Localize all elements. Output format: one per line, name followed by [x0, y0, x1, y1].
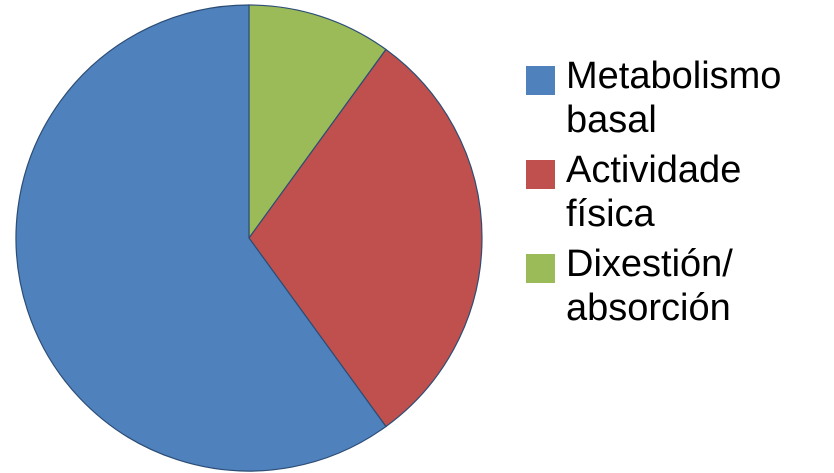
legend-swatch-metabolismo-basal	[526, 66, 555, 95]
legend-label-line1: Dixestión/	[566, 243, 733, 285]
legend-item-metabolismo-basal: Metabolismo basal	[522, 54, 822, 142]
legend-swatch-actividade-fisica	[526, 160, 555, 189]
legend-swatch-dixestion-absorcion	[526, 254, 555, 283]
pie-slice-0	[15, 4, 387, 472]
legend-item-dixestion-absorcion: Dixestión/ absorción	[522, 242, 822, 330]
legend-item-actividade-fisica: Actividade física	[522, 148, 822, 236]
legend-label-line2: absorción	[566, 287, 731, 329]
legend-label-line1: Metabolismo	[566, 55, 782, 97]
legend-label-line2: basal	[566, 99, 657, 141]
legend-label-line1: Actividade	[566, 149, 742, 191]
legend-label-line2: física	[566, 193, 655, 235]
pie-slice-1	[248, 48, 483, 428]
legend: Metabolismo basal Actividade física Dixe…	[522, 54, 822, 336]
pie-slice-2	[248, 4, 387, 240]
